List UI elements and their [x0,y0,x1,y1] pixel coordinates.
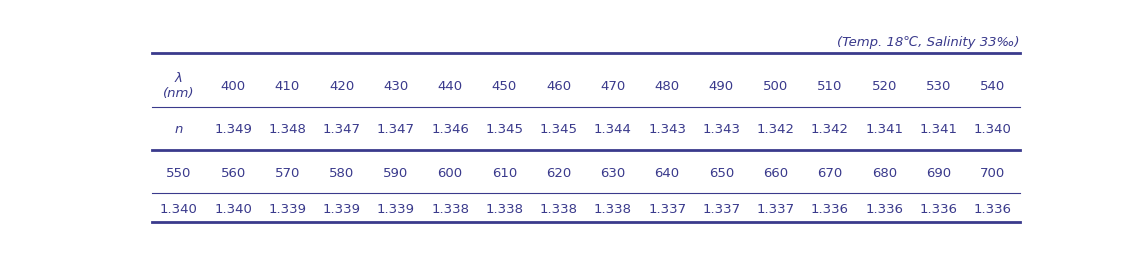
Text: 1.336: 1.336 [919,202,958,215]
Text: 420: 420 [329,79,354,92]
Text: 600: 600 [438,167,463,180]
Text: 1.341: 1.341 [919,122,958,135]
Text: 1.339: 1.339 [322,202,361,215]
Text: 690: 690 [926,167,951,180]
Text: 540: 540 [980,79,1006,92]
Text: 510: 510 [817,79,842,92]
Text: 640: 640 [655,167,680,180]
Text: 1.336: 1.336 [865,202,903,215]
Text: 560: 560 [221,167,246,180]
Text: 610: 610 [491,167,517,180]
Text: 1.343: 1.343 [648,122,686,135]
Text: 1.347: 1.347 [377,122,415,135]
Text: 580: 580 [329,167,354,180]
Text: 530: 530 [926,79,951,92]
Text: λ
(nm): λ (nm) [163,72,194,100]
Text: 480: 480 [655,79,680,92]
Text: 1.336: 1.336 [810,202,849,215]
Text: 440: 440 [438,79,463,92]
Text: 410: 410 [274,79,299,92]
Text: 1.348: 1.348 [269,122,306,135]
Text: 1.342: 1.342 [810,122,849,135]
Text: 450: 450 [491,79,517,92]
Text: 670: 670 [817,167,842,180]
Text: 430: 430 [383,79,408,92]
Text: 1.338: 1.338 [486,202,523,215]
Text: 1.349: 1.349 [214,122,253,135]
Text: 490: 490 [709,79,734,92]
Text: 1.343: 1.343 [703,122,741,135]
Text: 470: 470 [600,79,625,92]
Text: 1.342: 1.342 [757,122,794,135]
Text: 700: 700 [980,167,1006,180]
Text: 1.340: 1.340 [160,202,198,215]
Text: 570: 570 [274,167,301,180]
Text: 630: 630 [600,167,625,180]
Text: 1.341: 1.341 [865,122,903,135]
Text: 1.346: 1.346 [431,122,469,135]
Text: 460: 460 [546,79,572,92]
Text: 500: 500 [764,79,789,92]
Text: 1.345: 1.345 [486,122,523,135]
Text: 1.338: 1.338 [431,202,469,215]
Text: 1.345: 1.345 [539,122,577,135]
Text: 1.347: 1.347 [322,122,361,135]
Text: 1.337: 1.337 [757,202,794,215]
Text: (Temp. 18℃, Salinity 33‰): (Temp. 18℃, Salinity 33‰) [838,36,1020,49]
Text: 1.344: 1.344 [594,122,632,135]
Text: 1.339: 1.339 [269,202,306,215]
Text: 660: 660 [764,167,789,180]
Text: 1.340: 1.340 [974,122,1012,135]
Text: 550: 550 [166,167,192,180]
Text: 520: 520 [871,79,897,92]
Text: 620: 620 [546,167,572,180]
Text: 1.337: 1.337 [648,202,686,215]
Text: 1.337: 1.337 [702,202,741,215]
Text: 590: 590 [383,167,408,180]
Text: 1.336: 1.336 [974,202,1012,215]
Text: 1.340: 1.340 [214,202,253,215]
Text: 1.338: 1.338 [539,202,577,215]
Text: 1.339: 1.339 [377,202,415,215]
Text: 680: 680 [872,167,897,180]
Text: 650: 650 [709,167,734,180]
Text: 1.338: 1.338 [594,202,632,215]
Text: n: n [175,122,183,135]
Text: 400: 400 [221,79,246,92]
